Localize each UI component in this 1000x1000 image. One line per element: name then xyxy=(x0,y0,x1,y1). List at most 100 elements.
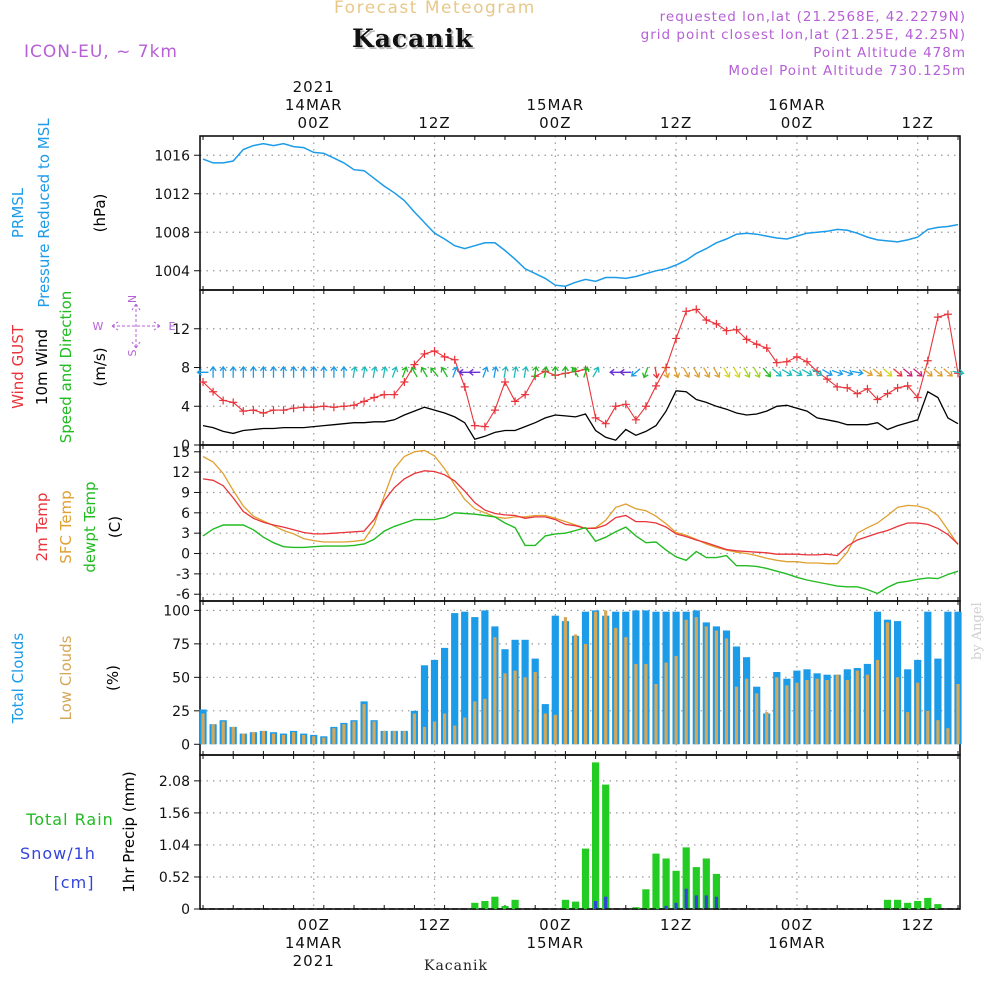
wind-gust-marker xyxy=(923,356,932,365)
wind-direction-arrow xyxy=(420,366,428,378)
wind-gust-marker xyxy=(460,382,469,391)
low-cloud-bar xyxy=(453,725,457,745)
requested-coords: requested lon,lat (21.2568E, 42.2279N) xyxy=(659,9,966,25)
low-cloud-bar xyxy=(402,730,406,745)
low-cloud-bar xyxy=(432,721,437,745)
y-tick-label: 4 xyxy=(181,399,190,415)
rain-bar xyxy=(511,899,519,909)
wind-direction-arrow xyxy=(401,366,409,378)
wind-gust-marker xyxy=(641,402,650,411)
low-cloud-bar xyxy=(382,730,386,745)
low-cloud-bar xyxy=(221,721,225,745)
rain-bar xyxy=(602,784,610,909)
wind-axis-label: (m/s) xyxy=(91,347,109,386)
rain-bar xyxy=(662,858,670,909)
low-cloud-bar xyxy=(755,693,759,745)
wind-direction-arrow xyxy=(743,367,751,379)
pressure-axis-label: PRMSL xyxy=(9,187,27,238)
rain-bar xyxy=(652,853,660,909)
low-cloud-bar xyxy=(745,678,749,745)
y-tick-label: 1008 xyxy=(154,225,190,241)
wind-direction-arrow xyxy=(872,368,883,377)
wind-gust-marker xyxy=(682,307,691,316)
wind-gust-marker xyxy=(511,397,520,406)
wind-direction-arrow xyxy=(682,367,691,379)
rain-bar xyxy=(561,899,569,909)
low-cloud-bar xyxy=(332,728,336,745)
low-cloud-bar xyxy=(201,713,205,745)
wind-gust-marker xyxy=(752,340,761,349)
time-label-bottom: 12Z xyxy=(418,916,450,934)
wind-direction-arrow xyxy=(310,365,318,378)
wind-gust-marker xyxy=(742,335,751,344)
rain-bar xyxy=(471,902,479,909)
low-cloud-bar xyxy=(664,662,668,745)
low-cloud-bar xyxy=(906,712,910,745)
wind-gust-marker xyxy=(833,382,842,391)
snow-bar xyxy=(674,902,678,909)
y-tick-label: 0 xyxy=(181,547,190,563)
wind-direction-arrow xyxy=(551,365,559,378)
time-label-bottom: 00Z xyxy=(781,916,813,934)
total-cloud-bar xyxy=(934,658,942,745)
rain-bar xyxy=(924,897,932,909)
wind-gust-marker xyxy=(490,406,499,415)
wind-direction-arrow xyxy=(933,368,943,377)
low-cloud-bar xyxy=(724,638,729,745)
snow-bar xyxy=(664,905,668,909)
wind-gust-marker xyxy=(309,403,318,412)
y-tick-label: -6 xyxy=(176,587,190,603)
low-cloud-bar xyxy=(775,677,779,745)
snow-bar xyxy=(714,896,718,909)
low-cloud-bar xyxy=(523,677,527,745)
wind-gust-marker xyxy=(199,378,208,387)
low-cloud-bar xyxy=(563,617,567,745)
wind-direction-arrow xyxy=(703,367,711,379)
wind-direction-arrow xyxy=(561,365,569,378)
low-cloud-bar xyxy=(312,736,316,745)
low-cloud-bar xyxy=(503,673,507,745)
total-cloud-bar xyxy=(451,613,459,745)
wind-direction-arrow xyxy=(571,366,579,378)
wind-gust-marker xyxy=(732,325,741,334)
y-tick-label: 1.04 xyxy=(159,838,190,854)
wind-gust-marker xyxy=(652,381,660,390)
location-title: Kacanik xyxy=(352,24,474,53)
wind-gust-marker xyxy=(209,387,218,396)
wind-direction-arrow xyxy=(410,366,418,378)
wind-direction-arrow xyxy=(501,365,509,378)
wind-gust-marker xyxy=(823,375,832,384)
footer-location: Kacanik xyxy=(424,958,488,974)
low-cloud-bar xyxy=(292,732,296,745)
wind-direction-arrow xyxy=(340,365,348,378)
wind-direction-arrow xyxy=(791,369,803,377)
rain-bar xyxy=(571,901,580,909)
rain-bar xyxy=(712,873,720,909)
time-label-bottom: 2021 xyxy=(293,952,335,970)
wind-direction-arrow xyxy=(772,368,782,377)
wind-gust-marker xyxy=(893,383,902,392)
low-cloud-bar xyxy=(865,674,869,745)
low-cloud-bar xyxy=(241,733,245,745)
point-altitude: Point Altitude 478m xyxy=(813,45,966,61)
y-tick-label: 1012 xyxy=(154,187,190,203)
wind-direction-arrow xyxy=(892,368,903,377)
wind-gust-marker xyxy=(269,406,278,415)
low-cloud-bar xyxy=(946,728,950,745)
low-cloud-bar xyxy=(916,682,920,745)
wind-gust-marker xyxy=(279,406,288,415)
temp-axis-label: dewpt Temp xyxy=(81,481,99,572)
wind-gust-marker xyxy=(410,360,419,369)
wind-direction-arrow xyxy=(371,365,378,378)
low-cloud-bar xyxy=(211,724,215,745)
low-cloud-bar xyxy=(835,674,839,745)
wind-direction-arrow xyxy=(360,365,368,378)
y-tick-label: 75 xyxy=(172,637,190,653)
y-tick-label: -3 xyxy=(176,567,190,583)
time-label-top: 12Z xyxy=(660,114,692,132)
wind-gust-marker xyxy=(329,403,338,412)
rain-bar xyxy=(934,904,942,909)
time-label-top: 2021 xyxy=(293,78,335,96)
low-cloud-bar xyxy=(443,713,447,745)
wind-gust-marker xyxy=(621,400,630,409)
